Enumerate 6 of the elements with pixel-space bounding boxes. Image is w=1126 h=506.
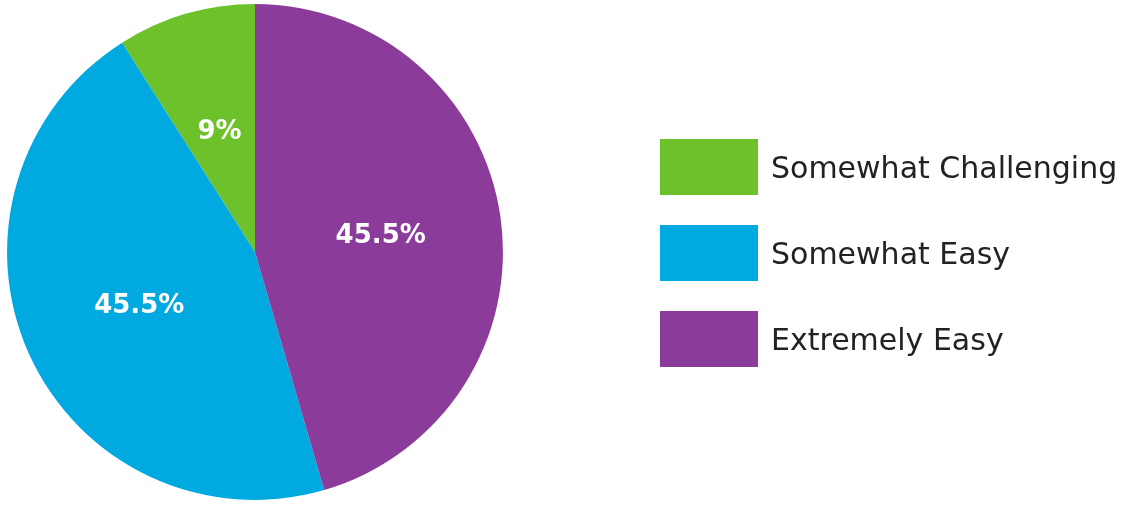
legend-label: Somewhat Easy	[771, 235, 1011, 271]
legend-label: Extremely Easy	[771, 321, 1004, 357]
legend-label: Somewhat Challenging	[771, 149, 1118, 185]
data-label: 45.5%	[335, 219, 426, 250]
data-label: 45.5%	[94, 289, 185, 320]
data-label: 9%	[197, 115, 242, 146]
